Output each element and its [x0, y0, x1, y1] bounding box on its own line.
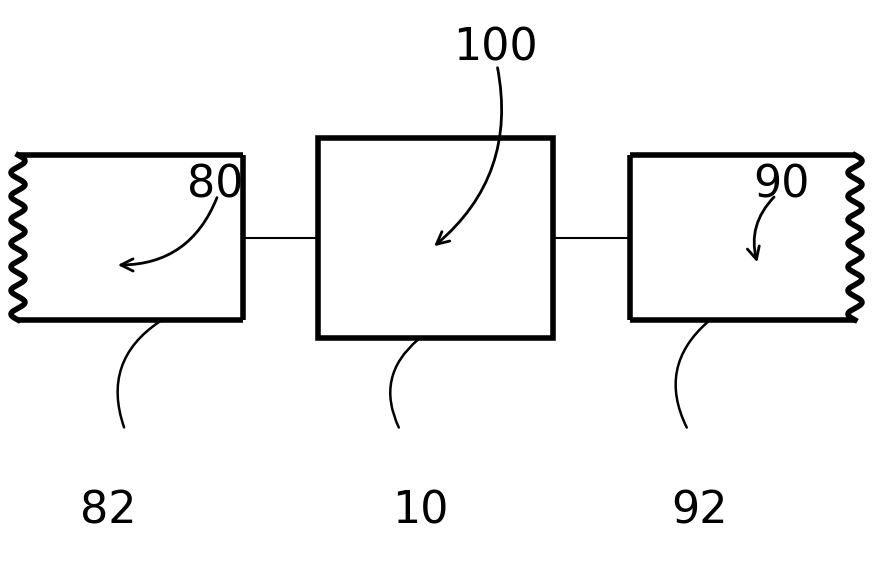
Text: 100: 100 [453, 26, 537, 69]
Bar [318, 138, 553, 338]
Text: 92: 92 [672, 490, 728, 533]
Text: 82: 82 [80, 490, 137, 533]
Text: 90: 90 [753, 164, 810, 207]
Text: 10: 10 [392, 490, 449, 533]
Text: 80: 80 [187, 164, 244, 207]
